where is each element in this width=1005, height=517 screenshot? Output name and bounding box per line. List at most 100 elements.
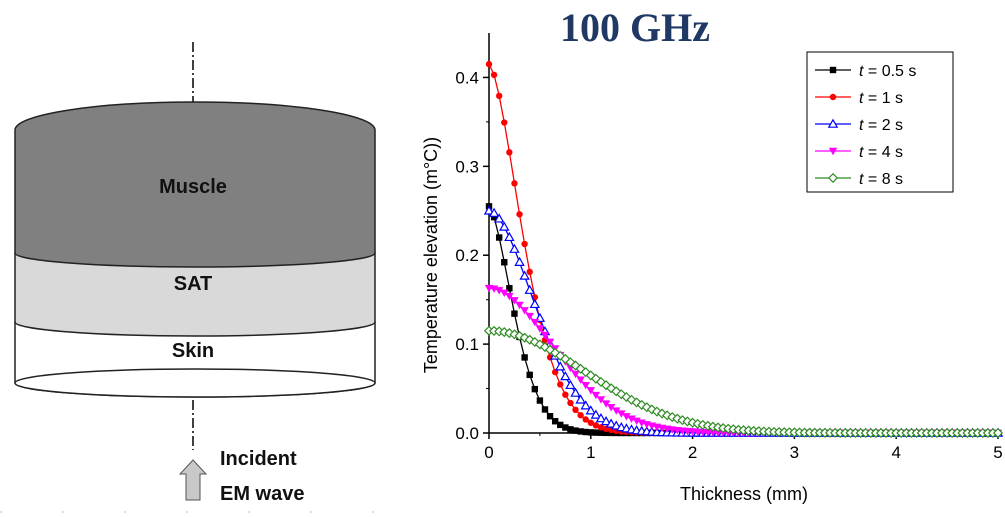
circle-marker — [490, 71, 498, 79]
triangle-down-marker — [515, 301, 524, 310]
diamond-marker — [575, 363, 586, 374]
triangle-down-marker — [606, 404, 616, 412]
circle-marker — [511, 180, 518, 187]
incident-label: Incident — [220, 448, 297, 470]
square-marker — [567, 426, 574, 433]
chart-series — [483, 60, 1004, 439]
series-line — [488, 206, 998, 434]
square-marker — [541, 406, 549, 413]
circle-marker — [551, 368, 559, 376]
triangle-down-marker — [576, 376, 585, 384]
circle-marker — [541, 336, 549, 344]
square-marker — [526, 371, 533, 379]
triangle-down-marker — [535, 325, 545, 333]
triangle-up-marker — [499, 221, 510, 231]
triangle-up-marker — [493, 213, 505, 223]
triangle-up-marker — [504, 231, 515, 242]
y-tick-label: 0.1 — [455, 335, 479, 354]
circle-marker — [506, 149, 513, 156]
x-tick-label: 5 — [993, 443, 1002, 462]
y-tick-label: 0.0 — [455, 424, 479, 443]
circle-marker — [572, 406, 579, 414]
triangle-up-marker — [555, 361, 566, 371]
square-marker — [577, 428, 584, 435]
diamond-marker — [519, 332, 530, 343]
triangle-up-marker — [509, 243, 520, 253]
triangle-up-marker — [827, 118, 839, 128]
triangle-down-marker — [505, 292, 514, 301]
square-marker — [511, 310, 518, 317]
triangle-down-marker — [596, 396, 606, 404]
triangle-up-marker — [565, 379, 576, 390]
circle-marker — [557, 381, 564, 388]
triangle-down-marker — [617, 410, 626, 418]
diamond-marker — [992, 427, 1004, 439]
triangle-up-marker — [585, 405, 597, 415]
square-marker — [506, 285, 513, 292]
circle-marker — [501, 119, 508, 126]
triangle-down-marker — [500, 289, 509, 298]
diamond-marker — [590, 373, 601, 384]
triangle-down-marker — [591, 391, 601, 400]
circle-marker — [526, 268, 533, 276]
triangle-down-marker — [520, 307, 529, 315]
x-tick-label: 0 — [484, 443, 493, 462]
diamond-marker — [827, 172, 839, 184]
circle-marker — [592, 422, 600, 429]
chart-legend: t = 0.5 s t = 1 s t = 2 s t = 4 s t = 8 s — [806, 51, 954, 193]
diamond-marker — [539, 342, 551, 353]
square-marker — [582, 428, 589, 436]
square-marker — [536, 397, 544, 404]
triangle-up-marker — [575, 394, 586, 404]
triangle-down-marker — [530, 318, 540, 327]
series-line — [488, 210, 998, 434]
triangle-down-marker — [632, 417, 641, 426]
circle-marker — [582, 416, 589, 423]
triangle-down-marker — [545, 338, 555, 346]
incident-arrow-icon — [178, 459, 208, 501]
square-marker — [521, 354, 528, 361]
legend-label: t = 2 s — [859, 117, 903, 134]
square-marker — [602, 429, 610, 437]
sat-label: SAT — [174, 273, 213, 295]
x-tick-label: 4 — [891, 443, 900, 462]
circle-marker — [562, 391, 569, 398]
em-wave-label: EM wave — [220, 483, 304, 505]
diamond-marker — [646, 404, 657, 415]
x-tick-label: 3 — [790, 443, 799, 462]
triangle-down-marker — [586, 387, 595, 395]
square-marker — [829, 66, 837, 74]
legend-label: t = 1 s — [859, 90, 903, 107]
triangle-up-marker — [529, 298, 541, 309]
triangle-up-marker — [605, 418, 617, 428]
square-marker — [546, 413, 554, 420]
square-marker — [562, 424, 569, 431]
triangle-up-marker — [611, 420, 622, 430]
circle-marker — [516, 211, 523, 218]
circle-marker — [485, 60, 493, 68]
square-marker — [557, 421, 564, 429]
legend-label: t = 4 s — [859, 144, 903, 161]
temperature-chart: 0 1 2 3 4 50.00.10.20.30.4 t = 0.5 st = 1 st … — [421, 33, 1004, 504]
muscle-label: Muscle — [159, 176, 227, 198]
triangle-down-marker — [828, 147, 838, 156]
square-marker — [592, 429, 600, 436]
circle-marker — [577, 412, 584, 419]
triangle-up-marker — [595, 413, 607, 423]
y-tick-label: 0.2 — [455, 246, 479, 265]
square-marker — [495, 234, 503, 241]
triangle-down-marker — [571, 370, 580, 379]
diamond-marker — [667, 412, 678, 423]
circle-marker — [597, 424, 605, 431]
circle-marker — [521, 240, 528, 248]
series-2 — [483, 205, 1004, 437]
square-marker — [572, 427, 579, 434]
triangle-down-marker — [601, 400, 611, 408]
diamond-marker — [529, 336, 540, 348]
square-marker — [551, 418, 559, 425]
diamond-marker — [601, 380, 612, 391]
square-marker — [587, 429, 594, 436]
y-axis-label: Temperature elevation (m°C)) — [421, 137, 441, 373]
series-0 — [485, 203, 1002, 437]
triangle-up-marker — [580, 400, 591, 410]
